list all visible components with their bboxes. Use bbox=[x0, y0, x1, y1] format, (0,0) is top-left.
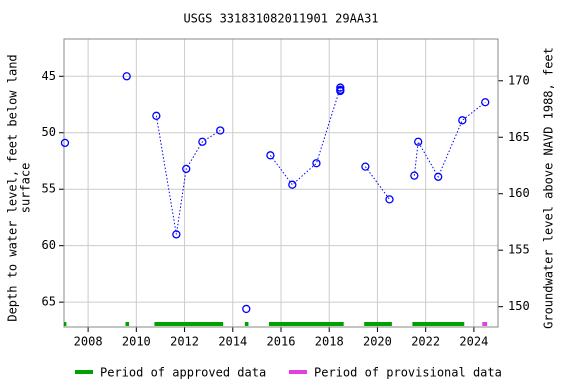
x-tick-label: 2012 bbox=[170, 335, 199, 349]
data-point bbox=[172, 230, 181, 239]
y2-tick-label: 165 bbox=[508, 130, 530, 144]
x-tick-label: 2022 bbox=[411, 335, 440, 349]
x-tick-label: 2018 bbox=[315, 335, 344, 349]
data-point bbox=[182, 164, 191, 174]
data-point bbox=[458, 116, 467, 125]
y-tick-label: 60 bbox=[42, 238, 56, 252]
data-point bbox=[410, 171, 419, 180]
y-tick-label: 50 bbox=[42, 125, 56, 139]
period-bar bbox=[125, 322, 130, 326]
data-point bbox=[434, 172, 443, 181]
data-point bbox=[266, 151, 275, 160]
y2-tick-label: 160 bbox=[508, 186, 530, 200]
y2-tick-label: 150 bbox=[508, 299, 530, 313]
data-point bbox=[122, 72, 131, 81]
legend-label: Period of approved data bbox=[100, 366, 266, 380]
x-tick-label: 2008 bbox=[74, 335, 103, 349]
chart-title: USGS 331831082011901 29AA31 bbox=[183, 12, 378, 26]
x-tick-label: 2014 bbox=[218, 335, 247, 349]
legend-label: Period of provisional data bbox=[314, 366, 502, 380]
data-point bbox=[361, 162, 370, 171]
data-point bbox=[152, 111, 161, 120]
data-line bbox=[155, 87, 486, 235]
data-point bbox=[336, 86, 345, 96]
y2-axis-label: Groundwater level above NAVD 1988, feet bbox=[542, 47, 556, 329]
data-point bbox=[198, 137, 207, 146]
x-tick-label: 2020 bbox=[363, 335, 392, 349]
y2-tick-label: 170 bbox=[508, 73, 530, 87]
x-tick-label: 2024 bbox=[459, 335, 488, 349]
data-point bbox=[385, 195, 394, 204]
y-tick-label: 65 bbox=[42, 295, 56, 309]
data-point bbox=[216, 126, 225, 135]
plot-frame bbox=[63, 38, 499, 328]
y2-tick-label: 155 bbox=[508, 243, 530, 257]
data-point bbox=[60, 138, 70, 148]
period-bar bbox=[364, 322, 392, 326]
period-bar bbox=[482, 322, 488, 326]
data-point bbox=[336, 83, 345, 92]
y-axis-label: Depth to water level, feet below land bbox=[6, 54, 20, 321]
data-point bbox=[414, 137, 423, 146]
x-tick-label: 2010 bbox=[122, 335, 151, 349]
period-bar bbox=[64, 322, 67, 326]
y-tick-label: 45 bbox=[42, 69, 56, 83]
period-bar bbox=[268, 322, 344, 326]
data-point bbox=[481, 98, 490, 107]
period-bar bbox=[154, 322, 224, 326]
y-axis-label: surface bbox=[19, 163, 33, 214]
x-tick-label: 2016 bbox=[267, 335, 296, 349]
y-tick-label: 55 bbox=[42, 182, 56, 196]
period-bar bbox=[412, 322, 465, 326]
data-point bbox=[242, 304, 251, 314]
data-point bbox=[288, 180, 297, 189]
data-point bbox=[312, 159, 321, 168]
period-bar bbox=[244, 322, 249, 326]
